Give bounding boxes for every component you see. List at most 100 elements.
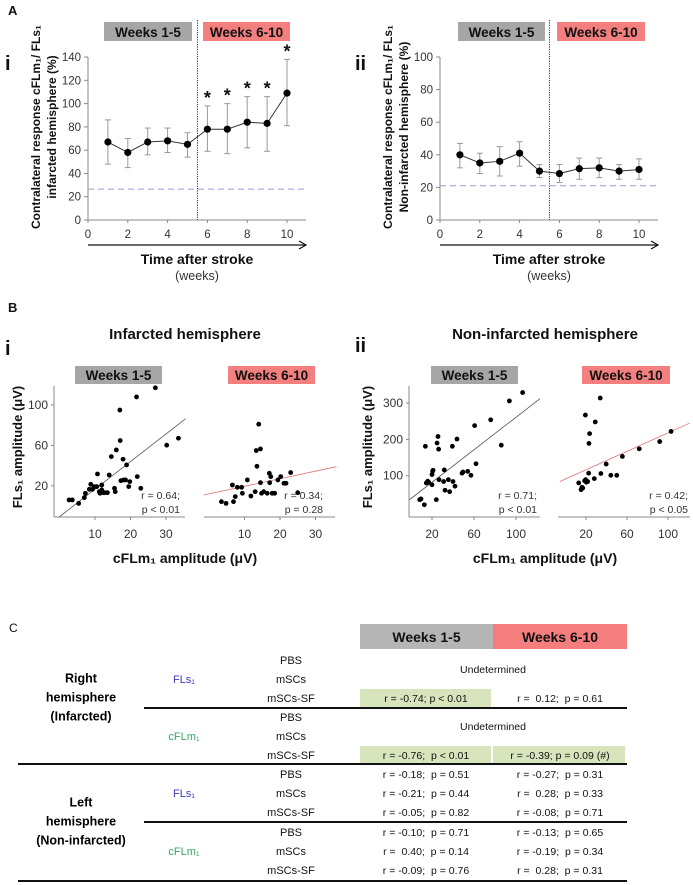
x-tick-label: 60: [467, 527, 481, 541]
y-tick-label: 60: [68, 145, 81, 157]
data-point: [635, 165, 643, 174]
correlation-cell: r = -0.19; p = 0.34: [516, 845, 604, 858]
scatter-point: [498, 442, 504, 448]
scatter-point: [591, 476, 597, 482]
highlight-cell: [360, 689, 491, 709]
y-tick-label: 0: [75, 215, 81, 227]
period-box: [458, 22, 545, 41]
scatter-point: [176, 435, 181, 441]
data-point: [535, 167, 544, 175]
scatter-point: [239, 490, 245, 496]
x-tick-label: 20: [425, 527, 439, 541]
period-box: [75, 366, 162, 384]
scatter-point: [614, 472, 620, 478]
x-tick-label: 4: [164, 229, 171, 241]
measure-label: cFLm₁: [168, 730, 200, 743]
y-tick-label: 80: [68, 122, 81, 134]
x-tick-label: 4: [516, 229, 523, 241]
period-label: Weeks 1-5: [469, 25, 535, 40]
panel-title: Infarcted hemisphere: [109, 326, 261, 343]
sub-panel-label: ii: [355, 335, 366, 357]
y-tick-label: 0: [427, 215, 433, 227]
correlation-cell: r = 0.12; p = 0.61: [517, 692, 603, 705]
y-axis-label: Contralateral response cFLm₁/ FLs₁: [29, 25, 43, 229]
scatter-point: [426, 479, 432, 485]
significance-marker: *: [264, 79, 271, 99]
scatter-point: [436, 446, 442, 452]
data-point: [476, 159, 484, 167]
y-axis-label: FLs₁ amplitude (μV): [10, 386, 25, 508]
y-tick-label: 200: [383, 432, 403, 446]
scatter-point: [465, 468, 471, 474]
undetermined-note: Undetermined: [460, 721, 526, 733]
x-tick-label: 20: [273, 527, 287, 541]
scatter-point: [520, 390, 526, 395]
y-axis-label: FLs₁ amplitude (μV): [360, 386, 375, 508]
y-tick-label: 40: [420, 150, 433, 162]
scatter-point: [441, 479, 447, 484]
x-tick-label: 30: [309, 527, 323, 541]
condition-label: PBS: [279, 827, 303, 839]
scatter-point: [105, 490, 110, 496]
scatter-point: [592, 419, 598, 425]
scatter-point: [235, 484, 240, 490]
y-tick-label: 140: [62, 52, 81, 64]
x-tick-label: 2: [477, 229, 483, 241]
scatter-point: [88, 481, 94, 487]
y-tick-label: 100: [62, 99, 81, 111]
x-tick-label: 100: [658, 527, 678, 541]
period-box: [557, 22, 645, 41]
scatter-point: [472, 423, 478, 429]
scatter-point: [232, 494, 238, 500]
scatter-point: [256, 421, 262, 427]
scatter-point: [254, 463, 260, 469]
correlation-cell: r = -0.08; p = 0.71: [516, 806, 604, 819]
hemisphere-label-line: hemisphere: [45, 814, 117, 829]
x-tick-label: 8: [596, 229, 602, 241]
highlight-cell: [493, 746, 625, 766]
period-box: [582, 366, 670, 384]
significance-marker: *: [283, 41, 290, 61]
correlation-p: p < 0.01: [142, 504, 180, 516]
panel-title: Non-infarcted hemisphere: [452, 326, 638, 343]
hemisphere-label: Right hemisphere (Infarcted): [46, 670, 116, 727]
scatter-point: [76, 500, 82, 506]
x-tick-label: 100: [506, 527, 526, 541]
condition-label: mSCs: [276, 845, 306, 858]
period-label: Weeks 1-5: [115, 25, 181, 40]
scatter-point: [452, 483, 458, 489]
x-tick-label: 6: [556, 229, 562, 241]
table-divider: [144, 707, 627, 709]
scatter-point: [117, 407, 123, 413]
panel-label: C: [9, 621, 18, 635]
y-axis-label: Non-infarcted hemisphere (%): [397, 42, 411, 213]
scatter-point: [112, 489, 118, 495]
condition-label: mSCs: [276, 673, 306, 686]
x-axis-label: cFLm₁ amplitude (μV): [113, 550, 257, 566]
correlation-cell: r = -0.74; p < 0.01: [384, 692, 468, 705]
scatter-point: [264, 490, 270, 496]
x-tick-label: 0: [85, 229, 91, 241]
correlation-cell: r = -0.10; p = 0.71: [382, 827, 470, 839]
y-tick-label: 100: [28, 398, 48, 412]
period-box: [104, 22, 192, 41]
correlation-cell: r = -0.39; p = 0.09 (#): [510, 749, 610, 762]
scatter-point: [83, 490, 88, 496]
scatter-point: [288, 470, 294, 475]
scatter-point: [267, 480, 273, 486]
scatter-point: [433, 497, 439, 503]
correlation-cell: r = -0.13; p = 0.65: [516, 827, 604, 839]
scatter-point: [460, 469, 466, 475]
arrow-head-icon: [650, 240, 660, 250]
scatter-point: [422, 443, 428, 449]
data-point: [615, 167, 623, 175]
scatter-point: [454, 436, 460, 442]
data-point: [124, 148, 132, 157]
x-tick-label: 30: [159, 527, 173, 541]
x-axis-label: Time after stroke: [493, 251, 606, 267]
x-axis-units: (weeks): [527, 269, 571, 283]
scatter-point: [106, 472, 112, 478]
column-header: Weeks 1-5: [360, 624, 493, 649]
scatter-point: [219, 499, 224, 505]
data-point: [164, 137, 172, 145]
